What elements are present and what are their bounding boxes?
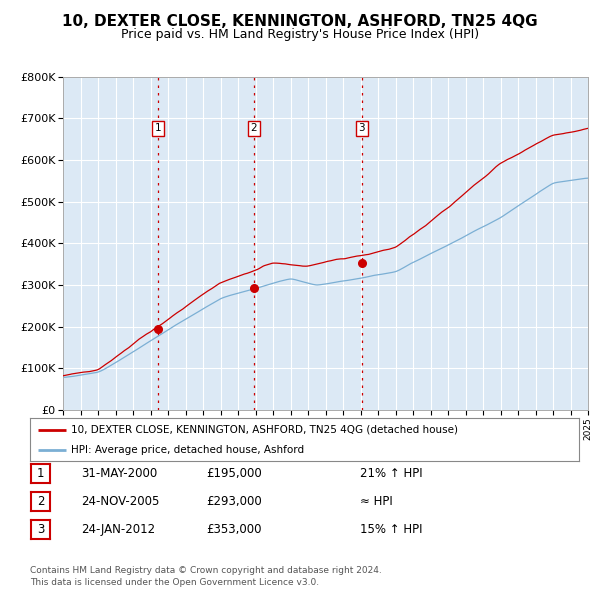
Text: 3: 3 bbox=[37, 523, 44, 536]
Text: 21% ↑ HPI: 21% ↑ HPI bbox=[360, 467, 422, 480]
Text: 2: 2 bbox=[250, 123, 257, 133]
Text: 15% ↑ HPI: 15% ↑ HPI bbox=[360, 523, 422, 536]
Text: 10, DEXTER CLOSE, KENNINGTON, ASHFORD, TN25 4QG (detached house): 10, DEXTER CLOSE, KENNINGTON, ASHFORD, T… bbox=[71, 425, 458, 435]
Text: 24-JAN-2012: 24-JAN-2012 bbox=[81, 523, 155, 536]
Text: ≈ HPI: ≈ HPI bbox=[360, 495, 393, 508]
Text: £353,000: £353,000 bbox=[206, 523, 262, 536]
Text: £195,000: £195,000 bbox=[206, 467, 262, 480]
Text: 2: 2 bbox=[37, 495, 44, 508]
Text: 3: 3 bbox=[358, 123, 365, 133]
Text: 1: 1 bbox=[37, 467, 44, 480]
Text: 24-NOV-2005: 24-NOV-2005 bbox=[81, 495, 160, 508]
Text: Contains HM Land Registry data © Crown copyright and database right 2024.
This d: Contains HM Land Registry data © Crown c… bbox=[30, 566, 382, 587]
Text: 31-MAY-2000: 31-MAY-2000 bbox=[81, 467, 157, 480]
Text: 1: 1 bbox=[155, 123, 161, 133]
Text: Price paid vs. HM Land Registry's House Price Index (HPI): Price paid vs. HM Land Registry's House … bbox=[121, 28, 479, 41]
Text: HPI: Average price, detached house, Ashford: HPI: Average price, detached house, Ashf… bbox=[71, 445, 304, 455]
Text: £293,000: £293,000 bbox=[206, 495, 262, 508]
Text: 10, DEXTER CLOSE, KENNINGTON, ASHFORD, TN25 4QG: 10, DEXTER CLOSE, KENNINGTON, ASHFORD, T… bbox=[62, 14, 538, 28]
